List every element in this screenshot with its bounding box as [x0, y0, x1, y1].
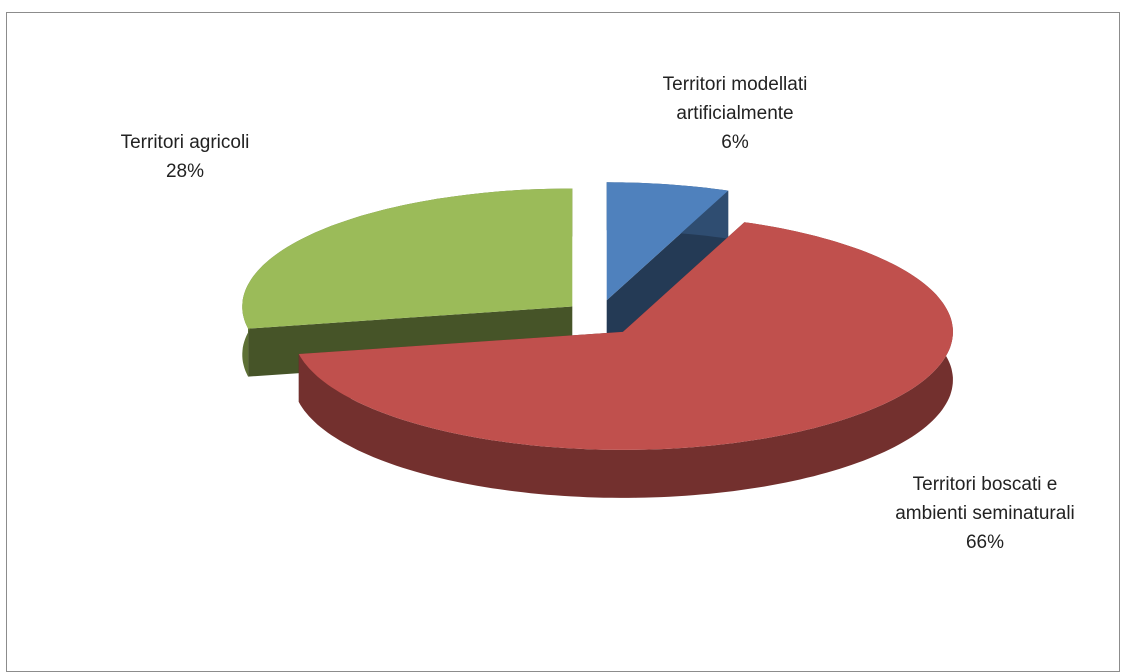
chart: [242, 182, 953, 498]
data-label: Territori boscati e ambienti seminatural…: [895, 470, 1075, 557]
percent-label: 6%: [721, 132, 749, 153]
category-name: Territori modellati artificialmente: [662, 74, 808, 124]
pie-slice: [606, 182, 729, 301]
data-label: Territori agricoli 28%: [85, 128, 285, 186]
percent-label: 66%: [965, 532, 1005, 553]
category-name: Territori agricoli: [120, 132, 250, 153]
percent-label: 28%: [165, 161, 205, 182]
data-label: Territori modellati artificialmente 6%: [620, 70, 850, 157]
page: Territori modellati artificialmente 6% Ter…: [6, 12, 1120, 672]
category-name: Territori boscati e ambienti seminatural…: [895, 474, 1075, 524]
pie-slice: [298, 222, 953, 450]
pie-slice: [242, 188, 573, 329]
